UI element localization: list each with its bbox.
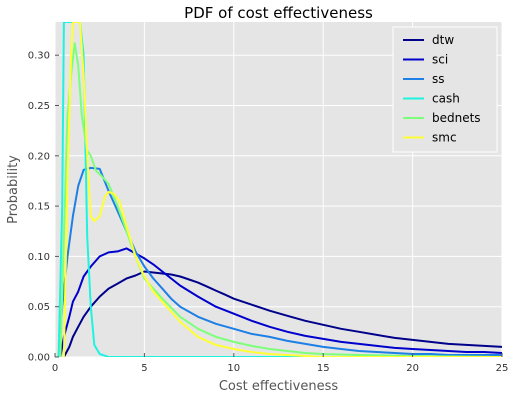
legend-box bbox=[392, 26, 498, 153]
legend-label-smc: smc bbox=[432, 131, 457, 145]
x-axis-label: Cost effectiveness bbox=[219, 379, 339, 394]
y-tick-label: 0.30 bbox=[28, 51, 50, 62]
y-axis-label: Probability bbox=[6, 155, 21, 224]
y-axis-ticks: 0.00 0.05 0.10 0.15 0.20 0.25 0.30 bbox=[28, 51, 59, 364]
legend-label-cash: cash bbox=[432, 92, 460, 106]
chart-title: PDF of cost effectiveness bbox=[184, 4, 373, 22]
y-tick-label: 0.25 bbox=[28, 101, 50, 112]
series-line-cash bbox=[57, 22, 502, 357]
x-tick-label: 10 bbox=[227, 363, 240, 374]
legend-label-sci: sci bbox=[432, 53, 448, 67]
x-axis-ticks: 0 5 10 15 20 25 bbox=[52, 353, 509, 374]
y-tick-label: 0.10 bbox=[28, 252, 50, 263]
y-tick-label: 0.15 bbox=[28, 202, 50, 213]
legend-label-ss: ss bbox=[432, 72, 445, 86]
x-tick-label: 20 bbox=[406, 363, 419, 374]
x-tick-label: 15 bbox=[317, 363, 330, 374]
legend: dtw sci ss cash bednets smc bbox=[392, 26, 498, 153]
x-tick-label: 5 bbox=[141, 363, 147, 374]
series-lines bbox=[57, 22, 502, 357]
series-line-dtw bbox=[63, 270, 502, 357]
legend-label-dtw: dtw bbox=[432, 33, 454, 47]
x-tick-label: 25 bbox=[496, 363, 509, 374]
x-tick-label: 0 bbox=[52, 363, 58, 374]
y-tick-label: 0.05 bbox=[28, 302, 50, 313]
legend-label-bednets: bednets bbox=[432, 111, 481, 125]
series-line-smc bbox=[62, 22, 502, 357]
y-tick-label: 0.00 bbox=[28, 353, 50, 364]
y-tick-label: 0.20 bbox=[28, 151, 50, 162]
